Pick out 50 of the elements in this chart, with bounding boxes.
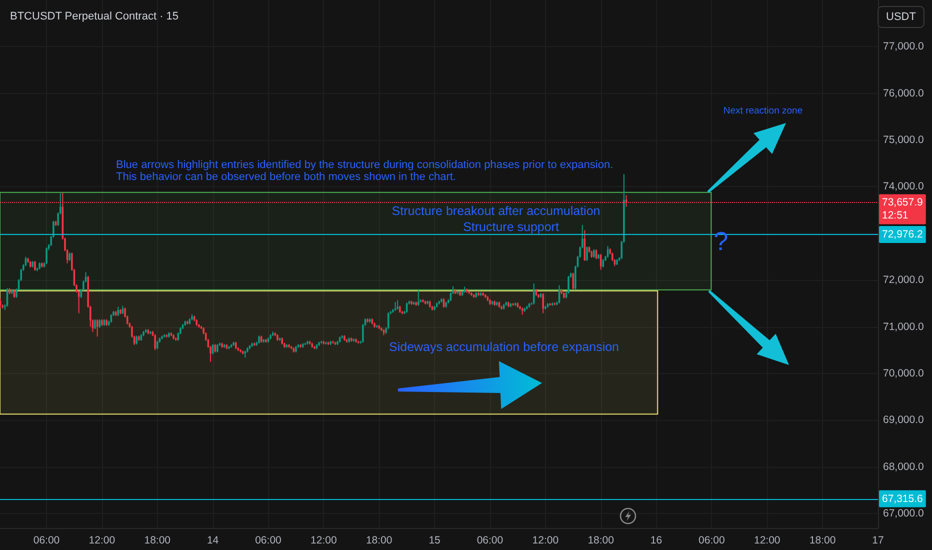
x-tick-label: 14 [206,534,219,546]
candlestick [117,306,120,317]
x-tick-label: 18:00 [588,534,614,546]
ref-line-label: 73,657.9 12:51 [882,196,924,222]
x-tick-label: 06:00 [698,534,725,546]
text: BTCUSDT Perpetual Contract · 15 [10,10,179,22]
y-tick-label: 75,000.0 [883,134,924,146]
candlestick [568,275,570,294]
candlestick [154,334,156,351]
y-tick-label: 74,000.0 [883,180,924,193]
x-tick-label: 12:00 [88,534,116,546]
y-tick-label: 69,000.0 [883,414,924,426]
annotation: Next reaction zone [723,106,803,116]
candlestick [586,246,588,262]
annotation: Structure breakout after accumulation [392,204,600,218]
y-tick-label: 76,000.0 [883,87,924,100]
y-tick-label: 70,000.0 [883,367,924,380]
candlestick [532,282,535,305]
ref-line-label: 72,976.2 [882,228,924,241]
y-tick-label: 71,000.0 [883,320,924,333]
x-tick-label: 18:00 [144,534,171,546]
y-tick-label: 68,000.0 [883,460,924,473]
x-tick-label: 15 [428,534,441,546]
x-tick-label: 12:00 [754,534,780,546]
candlestick [417,289,420,306]
y-tick-label: 67,000.0 [883,508,924,520]
candlestick [572,272,574,290]
candlestick [46,246,48,265]
x-tick-label: 06:00 [33,534,60,546]
y-axis-title: USDT [886,11,916,23]
x-tick-label: 18:00 [809,534,836,546]
x-tick-label: 12:00 [532,534,559,546]
x-tick-label: 06:00 [255,534,282,546]
annotation: This behavior can be observed before both moves shown in the chart. [116,171,456,183]
annotation: Structure support [463,220,560,234]
annotation: ? [714,226,728,256]
x-tick-label: 12:00 [310,534,337,546]
annotation: Blue arrows highlight entries identified by the structure during consolidation phases prior to expansion. [116,159,614,171]
x-tick-label: 16 [650,534,662,546]
x-tick-label: 06:00 [476,534,504,546]
x-tick-label: 17 [872,534,884,546]
candlestick [542,292,544,314]
x-tick-label: 18:00 [366,534,392,546]
candlestick [34,260,36,272]
annotation: Sideways accumulation before expansion [389,340,620,354]
y-tick-label: 72,000.0 [883,274,924,286]
candlestick [396,300,398,310]
candlestick [94,318,96,330]
y-tick-label: 77,000.0 [883,40,924,53]
ref-line-label: 67,315.6 [882,492,924,505]
